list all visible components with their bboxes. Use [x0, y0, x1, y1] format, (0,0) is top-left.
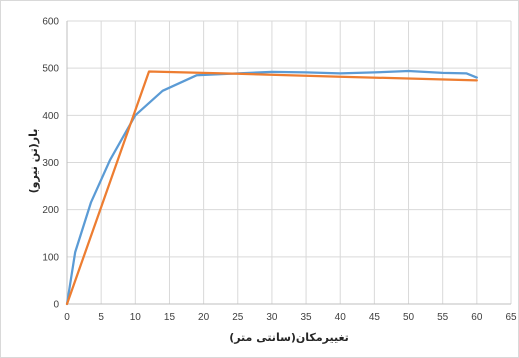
x-tick-label: 5: [98, 312, 104, 323]
x-tick-label: 45: [369, 312, 381, 323]
x-tick-label: 20: [198, 312, 210, 323]
y-tick-label: 100: [42, 252, 59, 263]
x-tick-label: 0: [64, 312, 70, 323]
tick-labels: 0 5 10 15 20 25 30 35 40 45 50 55 60 65 0 100 200 300 400 5…: [42, 17, 517, 324]
gridlines: [67, 20, 512, 304]
y-tick-label: 600: [42, 17, 59, 28]
x-tick-label: 55: [437, 312, 449, 323]
series-lines: [65, 69, 478, 306]
y-tick-label: 400: [42, 111, 59, 122]
y-tick-label: 500: [42, 64, 59, 75]
y-tick-label: 200: [42, 205, 59, 216]
x-tick-label: 35: [301, 312, 313, 323]
series-line-1: [65, 69, 478, 306]
y-tick-label: 0: [53, 300, 59, 311]
x-tick-label: 25: [232, 312, 244, 323]
x-tick-label: 15: [164, 312, 176, 323]
x-tick-label: 10: [130, 312, 142, 323]
series-line-2: [65, 70, 478, 306]
x-tick-label: 40: [335, 312, 347, 323]
x-tick-label: 30: [266, 312, 278, 323]
x-tick-label: 65: [505, 312, 517, 323]
y-axis-title: بار(تن نیرو): [27, 129, 40, 194]
x-tick-label: 50: [403, 312, 415, 323]
x-axis-title: تغییرمکان(سانتی متر): [229, 331, 349, 344]
y-tick-label: 300: [42, 158, 59, 169]
x-tick-label: 60: [471, 312, 483, 323]
axes: [66, 21, 511, 305]
